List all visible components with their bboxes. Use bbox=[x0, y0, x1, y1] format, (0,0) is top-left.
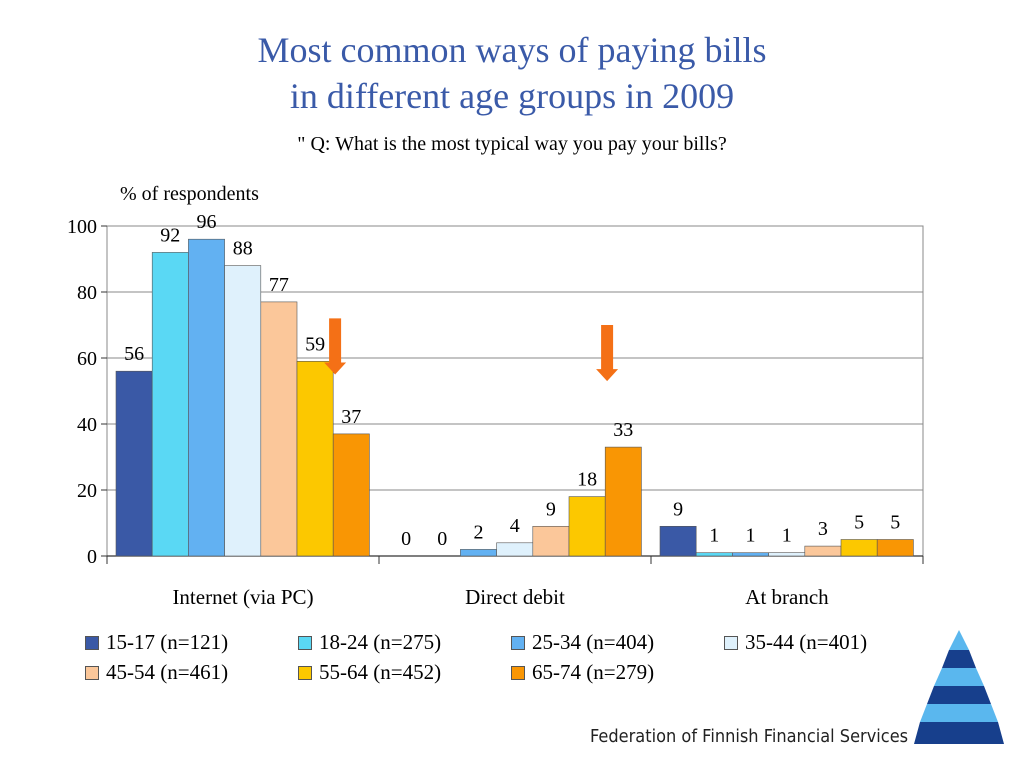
y-tick-label: 0 bbox=[87, 546, 97, 568]
legend-swatch bbox=[85, 665, 99, 680]
organization-name: Federation of Finnish Financial Services bbox=[590, 726, 909, 747]
legend-item: 45-54 (n=461) bbox=[85, 660, 228, 685]
legend-item: 18-24 (n=275) bbox=[298, 630, 441, 655]
bar bbox=[188, 238, 225, 557]
legend-label: 45-54 (n=461) bbox=[106, 660, 229, 684]
bar bbox=[695, 552, 733, 557]
bar bbox=[332, 433, 370, 557]
data-label: 9 bbox=[673, 498, 683, 520]
bar bbox=[532, 525, 570, 557]
legend-label: 18-24 (n=275) bbox=[319, 630, 442, 654]
data-label: 88 bbox=[233, 238, 253, 260]
bar bbox=[804, 545, 842, 557]
bar bbox=[768, 552, 806, 557]
y-tick-label: 60 bbox=[77, 348, 97, 370]
data-label: 56 bbox=[124, 343, 144, 365]
data-label: 1 bbox=[782, 525, 792, 547]
bar bbox=[604, 446, 642, 557]
data-label: 2 bbox=[474, 521, 484, 543]
data-label: 33 bbox=[613, 419, 633, 441]
bar bbox=[876, 539, 914, 557]
data-label: 1 bbox=[709, 525, 719, 547]
data-label: 18 bbox=[577, 469, 597, 491]
y-tick-label: 100 bbox=[67, 216, 97, 238]
legend-label: 65-74 (n=279) bbox=[532, 660, 655, 684]
data-label: 77 bbox=[269, 274, 289, 296]
bar bbox=[840, 539, 878, 557]
bar bbox=[460, 549, 497, 557]
y-tick-label: 40 bbox=[77, 414, 97, 436]
data-label: 0 bbox=[401, 528, 411, 550]
data-label: 37 bbox=[341, 406, 361, 428]
bar bbox=[496, 542, 534, 557]
legend-swatch bbox=[511, 665, 525, 680]
down-arrow-icon bbox=[324, 318, 347, 375]
data-label: 4 bbox=[510, 515, 520, 537]
y-tick-label: 20 bbox=[77, 480, 97, 502]
down-arrow-icon bbox=[596, 325, 619, 382]
bar bbox=[296, 360, 334, 557]
data-label: 5 bbox=[854, 512, 864, 534]
federation-logo-icon bbox=[914, 630, 1004, 744]
x-tick-label: Direct debit bbox=[465, 585, 565, 609]
data-label: 3 bbox=[818, 518, 828, 540]
legend-swatch bbox=[298, 635, 312, 650]
legend-label: 35-44 (n=401) bbox=[745, 630, 868, 654]
data-label: 1 bbox=[746, 525, 756, 547]
bar bbox=[260, 301, 298, 557]
data-label: 92 bbox=[160, 224, 180, 246]
bar bbox=[659, 525, 697, 557]
data-label: 96 bbox=[197, 211, 217, 233]
data-label: 5 bbox=[890, 512, 900, 534]
legend-label: 15-17 (n=121) bbox=[106, 630, 229, 654]
legend-swatch bbox=[724, 635, 738, 650]
legend-item: 35-44 (n=401) bbox=[724, 630, 867, 655]
legend-item: 25-34 (n=404) bbox=[511, 630, 654, 655]
y-axis-label: % of respondents bbox=[120, 183, 259, 205]
data-label: 59 bbox=[305, 333, 325, 355]
legend-item: 55-64 (n=452) bbox=[298, 660, 441, 685]
data-label: 9 bbox=[546, 498, 556, 520]
x-tick-label: At branch bbox=[745, 585, 829, 609]
legend-swatch bbox=[298, 665, 312, 680]
chart-title-line-2: in different age groups in 2009 bbox=[289, 76, 735, 116]
y-tick-label: 80 bbox=[77, 282, 97, 304]
legend-item: 65-74 (n=279) bbox=[511, 660, 654, 685]
bar bbox=[732, 552, 769, 557]
x-tick-label: Internet (via PC) bbox=[172, 585, 313, 609]
legend-label: 55-64 (n=452) bbox=[319, 660, 442, 684]
chart-title-line-1: Most common ways of paying bills bbox=[257, 30, 767, 70]
bar bbox=[568, 496, 606, 557]
legend-item: 15-17 (n=121) bbox=[85, 630, 228, 655]
bar bbox=[115, 370, 153, 557]
data-label: 0 bbox=[437, 528, 447, 550]
bar bbox=[151, 252, 189, 557]
legend-swatch bbox=[511, 635, 525, 650]
bar bbox=[224, 265, 262, 557]
legend-swatch bbox=[85, 635, 99, 650]
chart-subtitle: " Q: What is the most typical way you pa… bbox=[297, 133, 727, 155]
legend-label: 25-34 (n=404) bbox=[532, 630, 655, 654]
